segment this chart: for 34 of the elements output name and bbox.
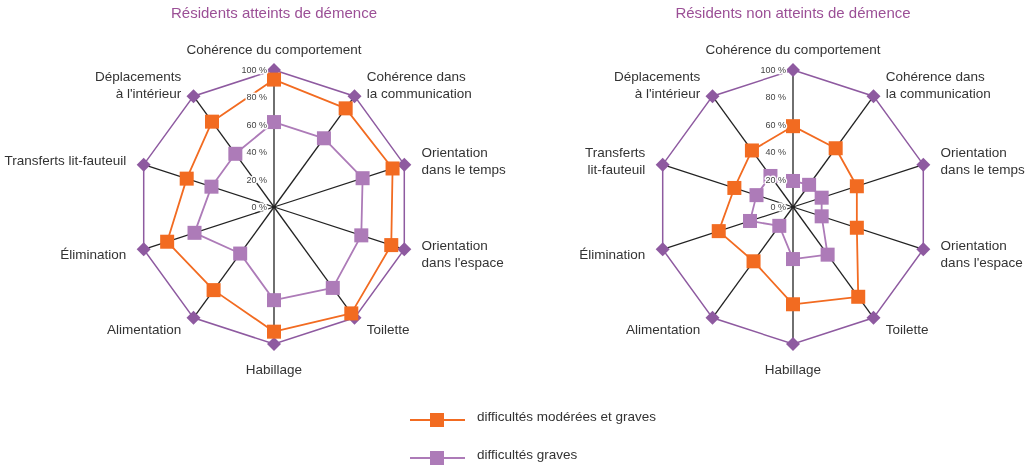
- spoke-label: Orientation dans l'espace: [421, 238, 504, 271]
- y-tick-label: 40 %: [765, 147, 786, 158]
- y-tick-label: 60 %: [246, 119, 267, 130]
- y-tick-label: 100 %: [241, 65, 267, 75]
- spoke-label: Habillage: [245, 362, 303, 377]
- spoke-label: Élimination: [579, 246, 646, 262]
- y-tick-label: 60 %: [765, 119, 786, 130]
- y-tick-label: 100 %: [760, 65, 786, 75]
- spoke-label: Cohérence du comportement: [705, 42, 881, 57]
- spoke-label: Orientation dans l'espace: [940, 238, 1023, 271]
- spoke-label: Toilette: [366, 322, 410, 338]
- spoke-label: Déplacements à l'intérieur: [613, 69, 701, 102]
- legend-label: difficultés modérées et graves: [477, 409, 657, 424]
- spoke-label: Orientation dans le temps: [940, 144, 1025, 177]
- y-tick-label: 80 %: [246, 92, 267, 103]
- legend-label: difficultés graves: [477, 447, 578, 462]
- y-tick-label: 0 %: [770, 202, 786, 212]
- spoke-label: Toilette: [885, 322, 929, 338]
- spoke-label: Transferts lit-fauteuil: [4, 153, 127, 169]
- chart-title: Résidents atteints de démence: [171, 4, 377, 21]
- spoke-label: Habillage: [764, 362, 822, 377]
- spoke-label: Orientation dans le temps: [421, 144, 506, 177]
- spoke-label: Cohérence du comportement: [186, 42, 362, 57]
- y-tick-label: 40 %: [246, 147, 267, 158]
- spoke-label: Cohérence dans la communication: [366, 69, 472, 102]
- spoke-label: Transferts lit-fauteuil: [585, 144, 646, 177]
- spoke-label: Déplacements à l'intérieur: [94, 69, 182, 102]
- spoke-label: Alimentation: [106, 322, 182, 338]
- chart-title: Résidents non atteints de démence: [675, 4, 911, 21]
- spoke-label: Élimination: [60, 246, 127, 262]
- spoke-label: Cohérence dans la communication: [885, 69, 991, 102]
- y-tick-label: 0 %: [251, 202, 267, 212]
- y-tick-label: 80 %: [765, 92, 786, 103]
- spoke-label: Alimentation: [625, 322, 701, 338]
